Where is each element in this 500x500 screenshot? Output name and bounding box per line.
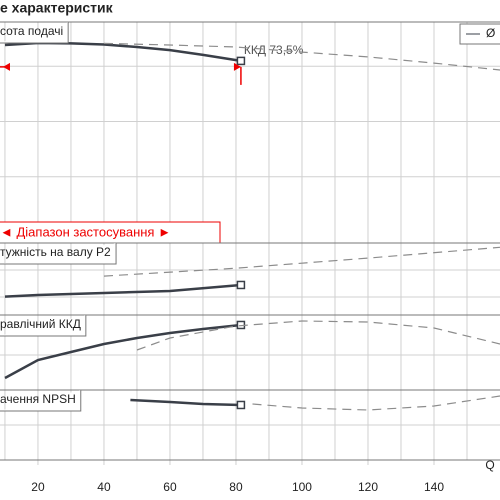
end-marker [236,56,246,66]
line-series [4,283,242,298]
range-label: ◄ Діапазон застосування ► [0,224,171,239]
line-series [130,398,241,407]
label-box [0,315,87,337]
end-marker [236,400,246,410]
x-axis-label: Q [485,458,494,472]
panel-label: равлічний ККД [0,317,81,331]
end-marker [236,280,246,290]
line-series [103,42,500,71]
range-arrow [233,62,241,71]
legend-label: Ø [486,26,495,40]
label-box [0,390,82,412]
legend: Ø [459,23,500,45]
panel-label: ачення NPSH [0,392,76,406]
panel-label: тужність на валу P2 [0,245,111,259]
line-series [4,323,242,380]
line-series [136,320,500,351]
x-tick-label: 60 [163,480,177,494]
x-tick-label: 120 [358,480,378,494]
x-tick-label: 40 [97,480,111,494]
chart-title: е характеристик [0,0,114,16]
line-series [252,395,500,411]
label-box [0,243,117,265]
line-series [4,41,242,63]
x-tick-label: 100 [292,480,312,494]
x-tick-label: 140 [424,480,444,494]
panel-label: сота подачі [0,24,63,38]
x-tick-label: 80 [229,480,243,494]
line-series [103,246,500,277]
label-box [0,22,69,44]
x-tick-label: 20 [31,480,45,494]
